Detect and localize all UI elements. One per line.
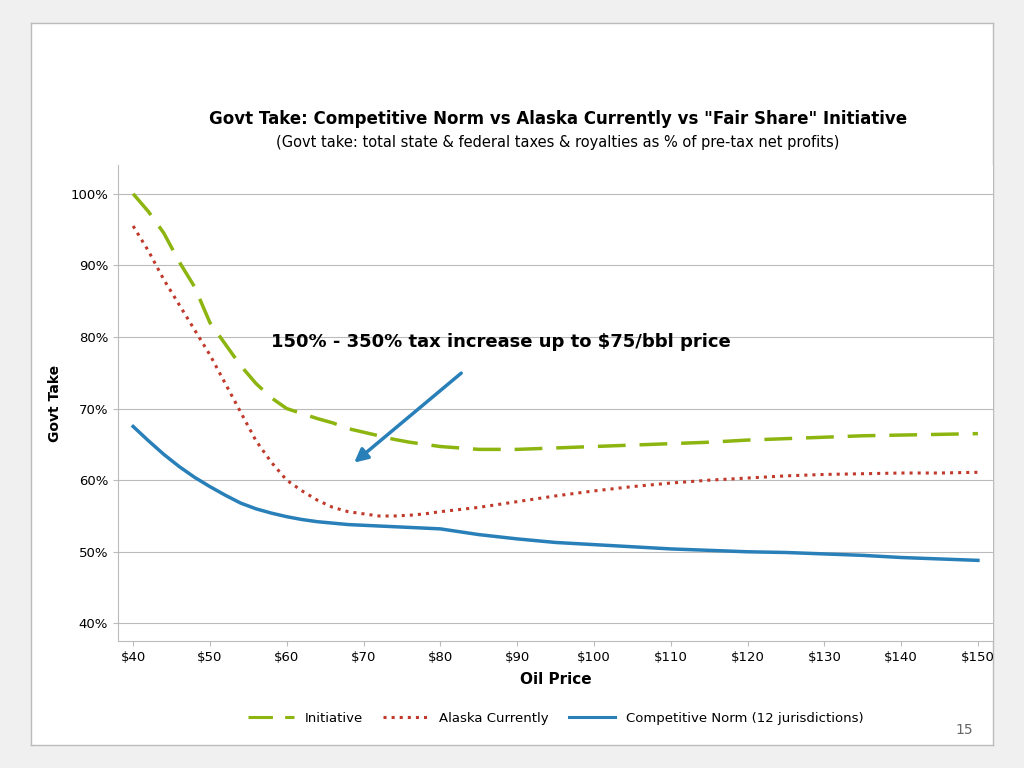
Text: 150% - 350% tax increase up to $75/bbl price: 150% - 350% tax increase up to $75/bbl p… <box>271 333 731 352</box>
Text: (Govt take: total state & federal taxes & royalties as % of pre-tax net profits): (Govt take: total state & federal taxes … <box>276 134 840 150</box>
Y-axis label: Govt Take: Govt Take <box>48 365 61 442</box>
X-axis label: Oil Price: Oil Price <box>520 672 591 687</box>
Text: 15: 15 <box>955 723 973 737</box>
Text: Govt Take: Competitive Norm vs Alaska Currently vs "Fair Share" Initiative: Govt Take: Competitive Norm vs Alaska Cu… <box>209 110 907 128</box>
Legend: Initiative, Alaska Currently, Competitive Norm (12 jurisdictions): Initiative, Alaska Currently, Competitiv… <box>243 707 868 730</box>
